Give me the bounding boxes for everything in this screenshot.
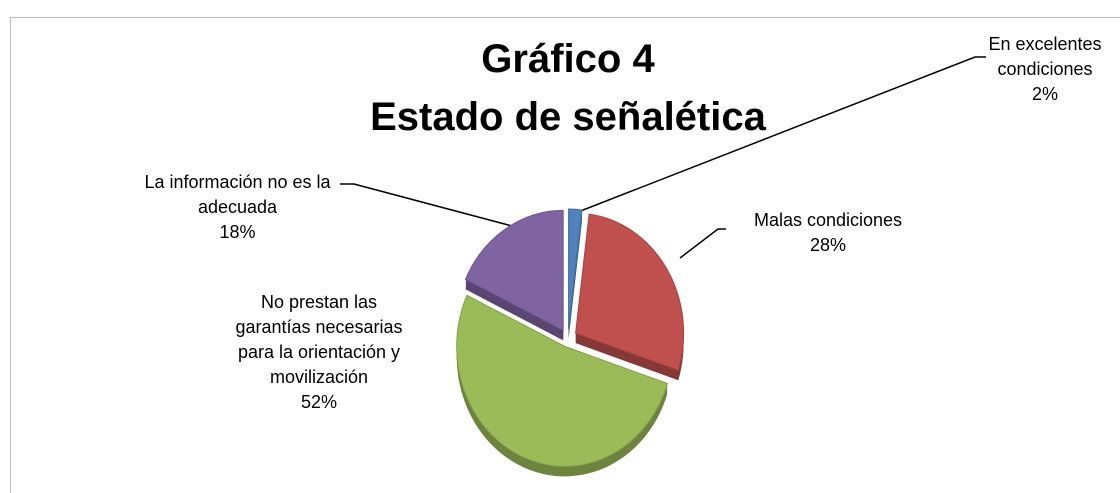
data-label: Malas condiciones 28%: [718, 208, 938, 258]
slice: [464, 209, 564, 332]
pie: [456, 208, 685, 477]
leader-lines: [340, 56, 986, 259]
data-label: La información no es la adecuada 18%: [130, 170, 345, 245]
leader-line: [340, 183, 513, 227]
chart-title: Gráfico 4: [481, 37, 655, 81]
slice: [568, 208, 583, 330]
leader-line: [577, 56, 986, 213]
category-label: En excelentes condiciones: [988, 34, 1102, 79]
data-label: En excelentes condiciones 2%: [975, 32, 1115, 107]
chart-subtitle: Estado de señalética: [370, 95, 766, 139]
data-label: No prestan las garantías necesarias para…: [230, 290, 408, 415]
value-label: 52%: [300, 392, 338, 412]
category-label: No prestan las garantías necesarias para…: [235, 292, 403, 387]
category-label: La información no es la adecuada: [144, 172, 331, 217]
slice: [456, 294, 669, 467]
value-label: 2%: [1031, 84, 1058, 104]
slice: [575, 213, 685, 371]
leader-line: [679, 228, 726, 259]
value-label: 28%: [809, 235, 847, 255]
category-label: Malas condiciones: [753, 210, 903, 230]
value-label: 18%: [219, 222, 256, 242]
